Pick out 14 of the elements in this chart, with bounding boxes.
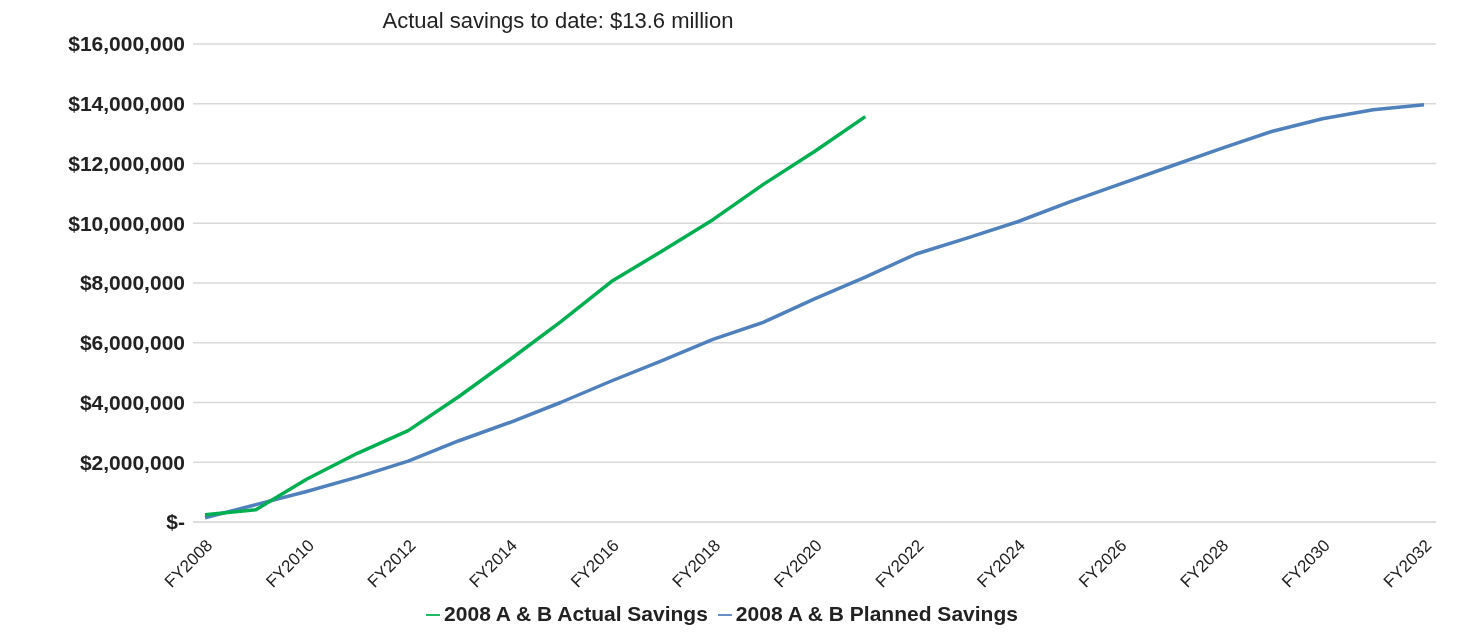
y-tick-label: $4,000,000 [79,390,185,414]
y-tick-label: $6,000,000 [79,331,185,355]
y-tick-label: $10,000,000 [68,211,185,235]
y-tick-label: $14,000,000 [68,92,185,116]
line-series [203,102,1426,520]
y-tick-label: $12,000,000 [68,151,185,175]
y-tick-label: $8,000,000 [79,271,185,295]
legend-label: 2008 A & B Actual Savings [444,602,708,625]
chart-subtitle: Actual savings to date: $13.6 million [381,8,735,34]
y-tick-label: $16,000,000 [68,32,185,56]
legend-label: 2008 A & B Planned Savings [735,602,1018,625]
text: $2,000,000 [79,450,185,474]
line-series [203,114,868,517]
y-tick-label: $- [166,510,185,534]
